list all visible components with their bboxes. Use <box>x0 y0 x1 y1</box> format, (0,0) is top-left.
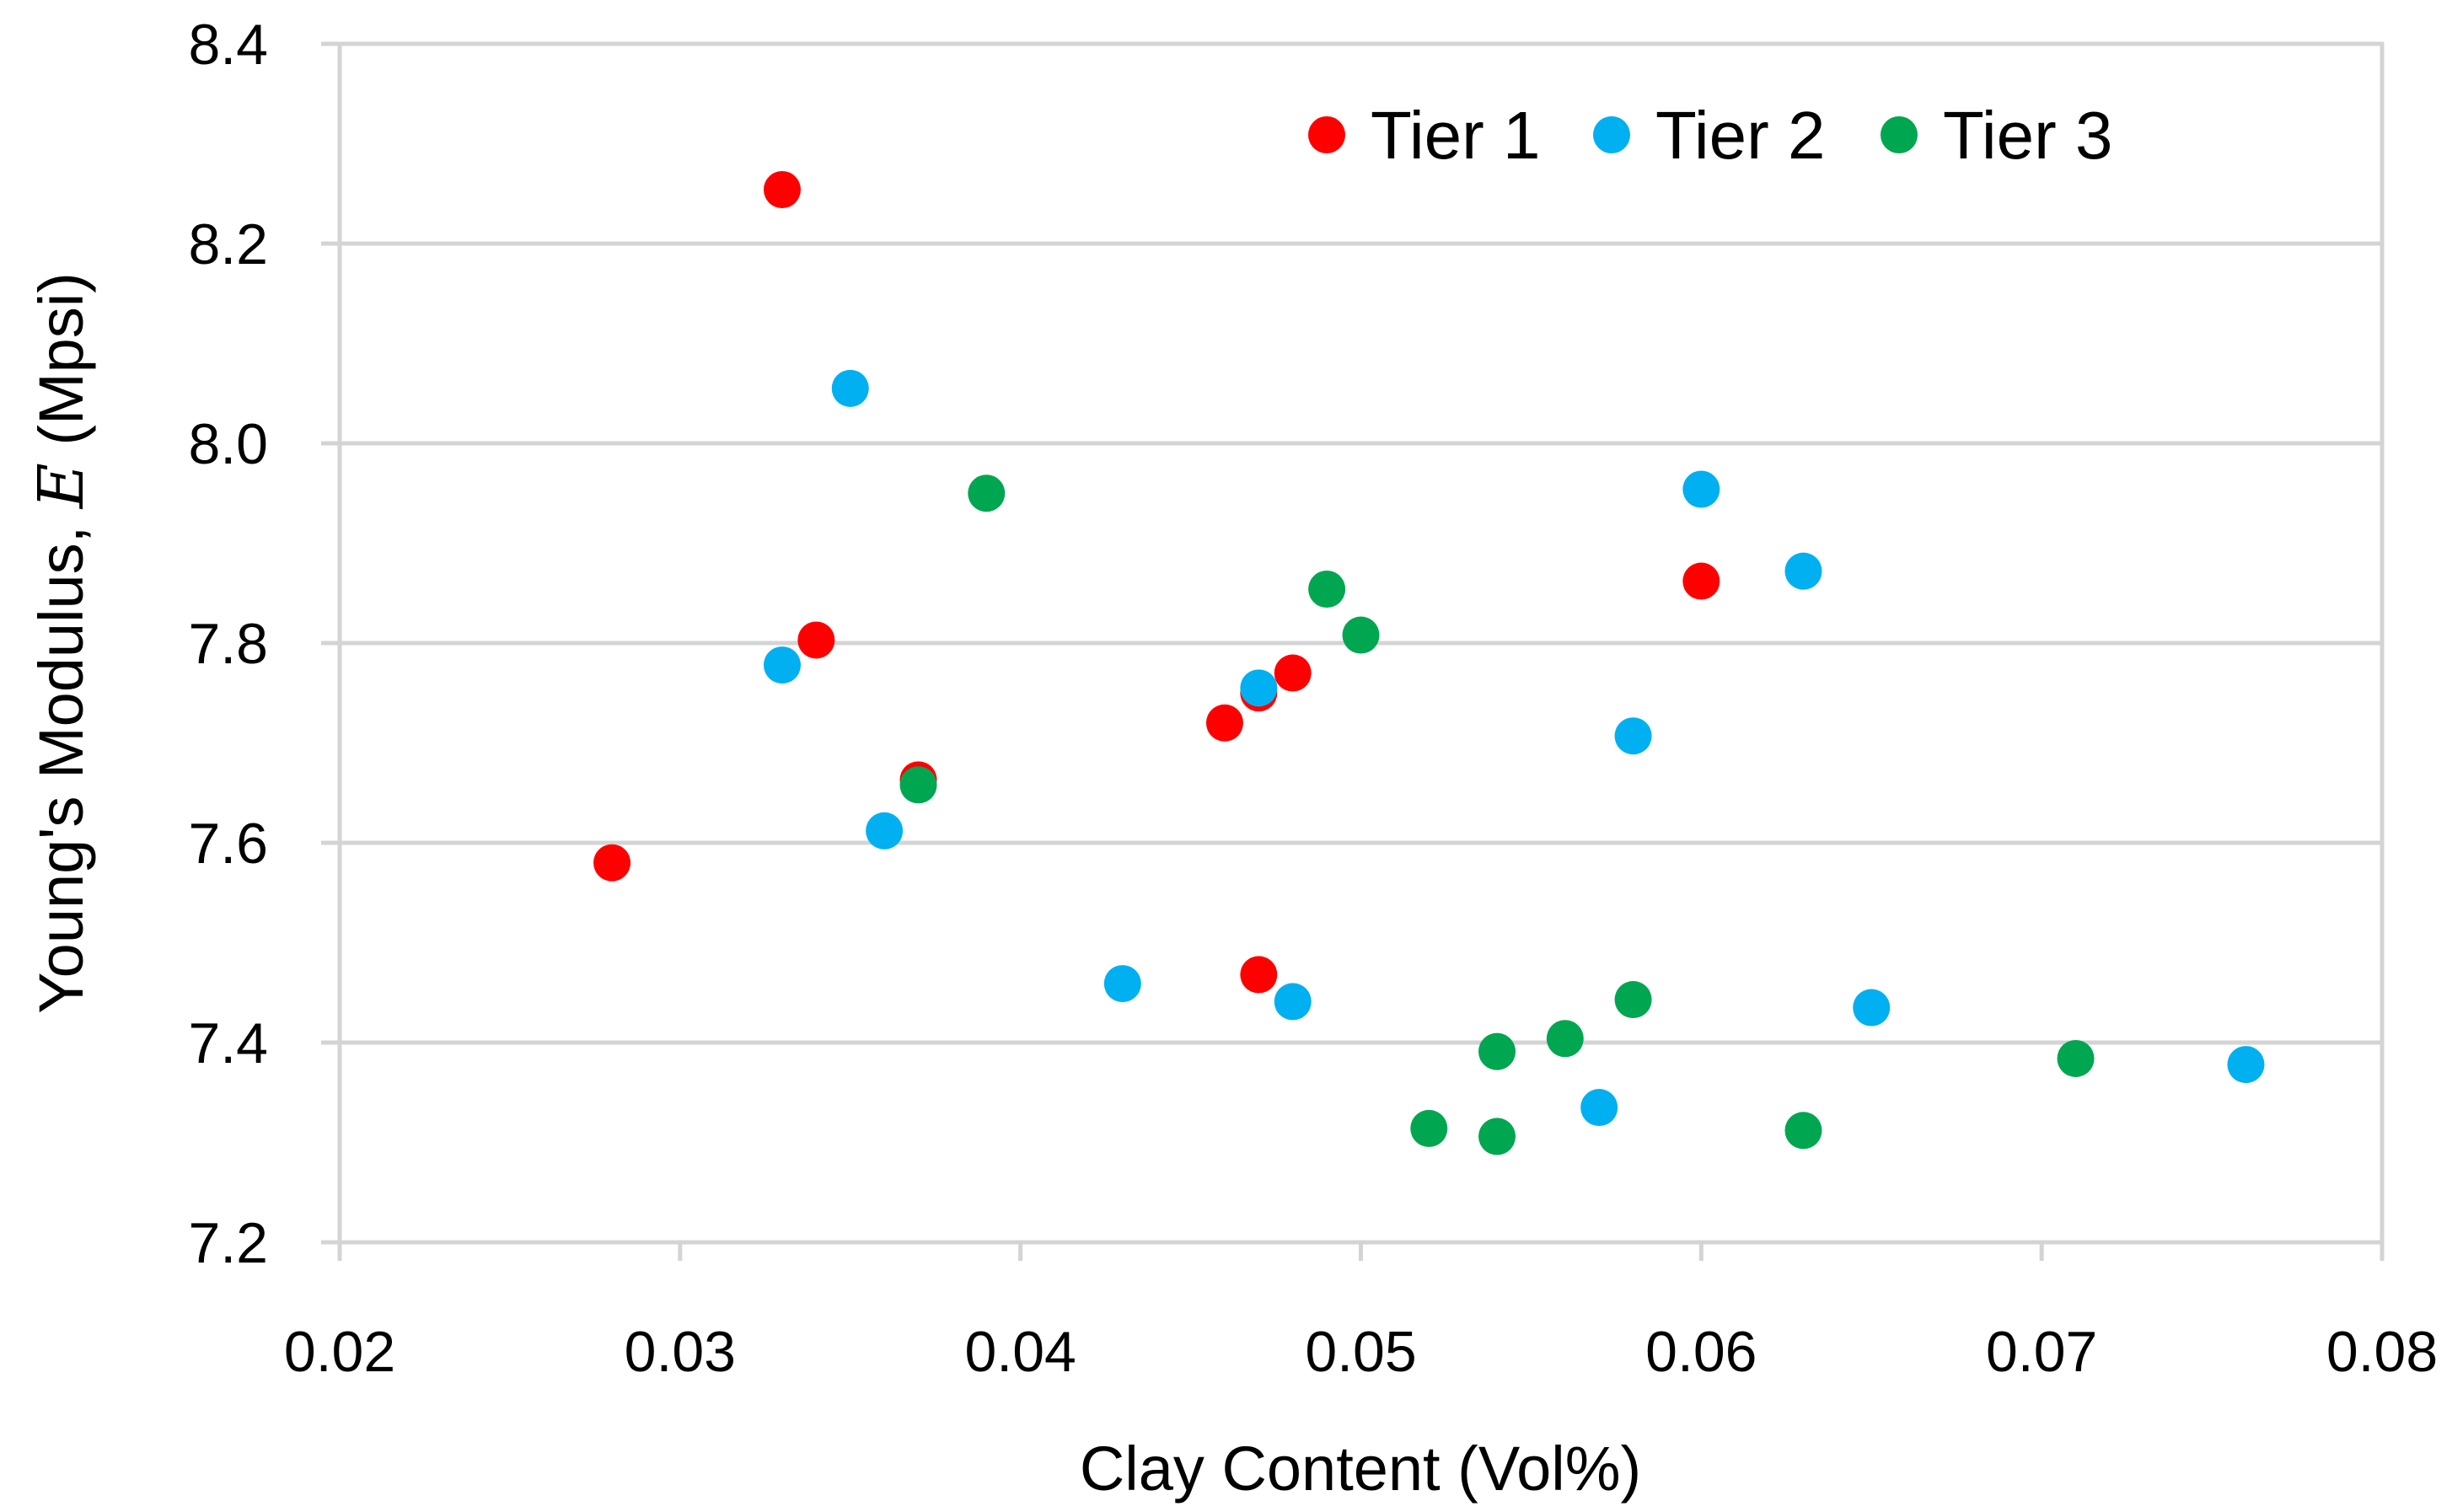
data-point <box>1103 965 1141 1003</box>
y-tick-label: 7.2 <box>188 1211 268 1275</box>
data-point <box>1853 989 1891 1027</box>
y-axis-label-suffix: (Mpsi) <box>26 272 96 463</box>
data-point <box>968 475 1006 512</box>
data-point <box>2057 1039 2095 1077</box>
legend-marker <box>1308 116 1345 153</box>
data-point <box>1546 1020 1584 1058</box>
tick-marks <box>321 41 2385 1261</box>
data-point <box>763 171 801 209</box>
data-point <box>1784 1112 1822 1150</box>
y-axis-label-symbol: E <box>25 463 98 510</box>
data-point <box>797 621 835 659</box>
data-point <box>1240 669 1278 707</box>
y-axis-label: Young's Modulus, E (Mpsi) <box>25 272 98 1014</box>
y-tick-label: 7.8 <box>188 612 268 676</box>
y-tick-label: 7.4 <box>188 1011 268 1075</box>
y-axis-tick-labels: 7.2 7.4 7.6 7.8 8.0 8.2 8.4 <box>188 13 268 1275</box>
y-tick-label: 7.6 <box>188 812 268 876</box>
data-point <box>1342 616 1380 654</box>
data-point <box>899 766 937 804</box>
x-tick-label: 0.05 <box>1305 1320 1416 1384</box>
data-point <box>866 812 904 850</box>
legend: Tier 1 Tier 2 Tier 3 <box>1308 98 2113 173</box>
x-tick-label: 0.02 <box>284 1320 395 1384</box>
legend-marker <box>1881 116 1918 153</box>
x-tick-label: 0.07 <box>1986 1320 2097 1384</box>
y-axis-label-prefix: Young's Modulus, <box>26 508 96 1014</box>
x-tick-label: 0.06 <box>1645 1320 1757 1384</box>
data-points <box>593 171 2265 1155</box>
data-point <box>1410 1109 1448 1147</box>
legend-marker <box>1593 116 1630 153</box>
data-point <box>1580 1089 1618 1127</box>
legend-label: Tier 2 <box>1655 98 1826 173</box>
data-point <box>1308 571 1346 609</box>
series-2 <box>763 369 2265 1127</box>
legend-item: Tier 3 <box>1881 98 2113 173</box>
data-point <box>1274 983 1312 1021</box>
legend-label: Tier 1 <box>1371 98 1541 173</box>
series-3 <box>899 475 2095 1155</box>
data-point <box>1784 552 1822 590</box>
data-point <box>1205 704 1243 742</box>
data-point <box>1682 562 1720 600</box>
data-point <box>1274 654 1312 692</box>
x-tick-label: 0.03 <box>625 1320 736 1384</box>
data-point <box>1614 981 1652 1019</box>
data-point <box>1478 1032 1516 1070</box>
data-point <box>593 844 631 882</box>
y-tick-label: 8.4 <box>188 13 268 77</box>
data-point <box>763 646 801 684</box>
legend-item: Tier 1 <box>1308 98 1541 173</box>
data-point <box>1682 470 1720 508</box>
x-tick-label: 0.04 <box>964 1320 1076 1384</box>
data-point <box>831 369 869 407</box>
data-point <box>1240 956 1278 994</box>
x-tick-label: 0.08 <box>2326 1320 2438 1384</box>
y-tick-label: 8.0 <box>188 412 268 476</box>
legend-label: Tier 3 <box>1943 98 2113 173</box>
y-tick-label: 8.2 <box>188 212 268 276</box>
data-point <box>1614 717 1652 755</box>
x-axis-tick-labels: 0.02 0.03 0.04 0.05 0.06 0.07 0.08 <box>284 1320 2438 1384</box>
legend-item: Tier 2 <box>1593 98 1826 173</box>
x-axis-label: Clay Content (Vol%) <box>1080 1434 1641 1504</box>
data-point <box>1478 1118 1516 1155</box>
data-point <box>2227 1046 2265 1084</box>
